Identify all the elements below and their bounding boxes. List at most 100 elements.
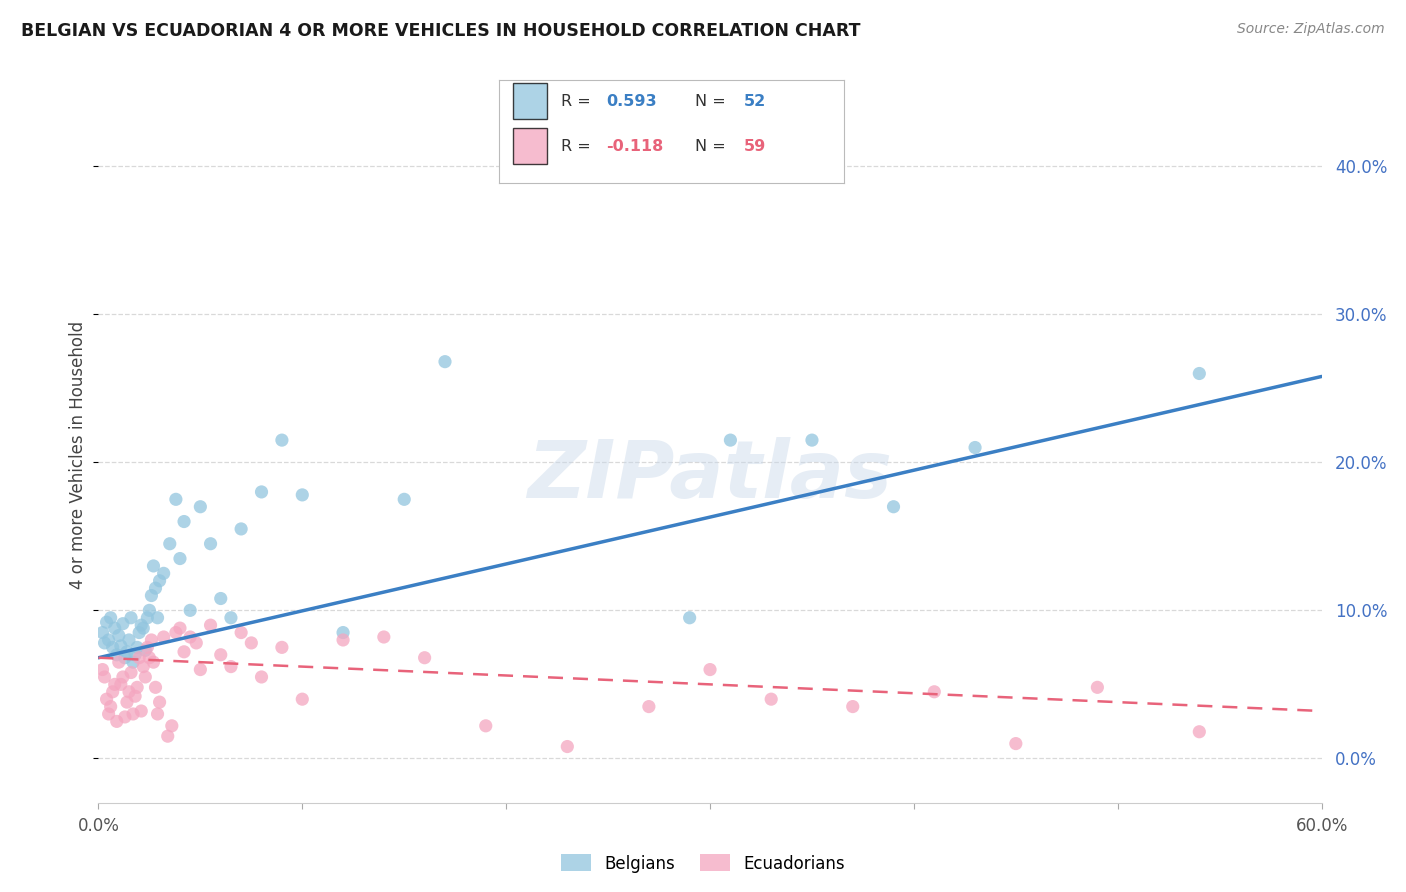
Point <box>108 655 131 669</box>
Point <box>129 704 152 718</box>
Point <box>146 706 169 721</box>
Point <box>91 663 114 677</box>
Point <box>173 645 195 659</box>
Point <box>434 354 457 368</box>
Point <box>557 739 579 754</box>
Legend: Belgians, Ecuadorians: Belgians, Ecuadorians <box>554 847 852 880</box>
Point <box>132 621 155 635</box>
Point <box>114 710 136 724</box>
Point <box>332 632 354 647</box>
Point <box>115 695 138 709</box>
Text: 59: 59 <box>744 139 766 154</box>
Point <box>134 643 156 657</box>
Point <box>156 729 179 743</box>
FancyBboxPatch shape <box>513 128 547 164</box>
Point <box>96 692 118 706</box>
Point <box>97 632 120 647</box>
Point <box>127 681 149 695</box>
Point <box>474 719 498 733</box>
Point <box>179 603 201 617</box>
Point <box>127 640 149 655</box>
Point <box>188 500 212 514</box>
Point <box>111 670 134 684</box>
Point <box>114 650 136 665</box>
Point <box>91 625 114 640</box>
Point <box>761 692 783 706</box>
Point <box>120 611 142 625</box>
Point <box>1085 681 1108 695</box>
Point <box>134 670 156 684</box>
Point <box>93 670 115 684</box>
Point <box>291 488 314 502</box>
Point <box>115 645 138 659</box>
Point <box>169 621 191 635</box>
Point <box>118 685 141 699</box>
Point <box>270 433 294 447</box>
Point <box>179 630 201 644</box>
Point <box>96 615 118 630</box>
Point <box>108 628 131 642</box>
Text: 0.593: 0.593 <box>606 94 657 109</box>
Point <box>250 670 273 684</box>
Point <box>841 699 863 714</box>
Point <box>129 618 152 632</box>
Point <box>138 603 160 617</box>
Point <box>142 655 165 669</box>
Point <box>101 685 124 699</box>
Point <box>105 714 128 729</box>
Point <box>373 630 395 644</box>
Point <box>160 719 183 733</box>
Text: ZIPatlas: ZIPatlas <box>527 437 893 515</box>
Point <box>392 492 416 507</box>
Point <box>231 522 253 536</box>
Point <box>209 648 232 662</box>
Point <box>413 650 436 665</box>
Point <box>124 690 146 704</box>
Point <box>146 611 169 625</box>
Point <box>200 618 222 632</box>
Point <box>1004 737 1026 751</box>
Point <box>165 492 187 507</box>
Text: BELGIAN VS ECUADORIAN 4 OR MORE VEHICLES IN HOUSEHOLD CORRELATION CHART: BELGIAN VS ECUADORIAN 4 OR MORE VEHICLES… <box>21 22 860 40</box>
FancyBboxPatch shape <box>513 83 547 120</box>
Point <box>1188 367 1211 381</box>
Point <box>638 699 661 714</box>
Point <box>120 665 142 680</box>
Point <box>138 650 160 665</box>
Point <box>122 655 145 669</box>
Point <box>149 695 172 709</box>
Point <box>209 591 232 606</box>
Point <box>132 659 155 673</box>
Text: R =: R = <box>561 94 596 109</box>
Text: -0.118: -0.118 <box>606 139 664 154</box>
Point <box>1188 724 1211 739</box>
Point <box>219 659 242 673</box>
Point <box>270 640 294 655</box>
Point <box>200 537 222 551</box>
Point <box>152 630 174 644</box>
Point <box>101 640 124 655</box>
Point <box>145 581 167 595</box>
Point <box>111 616 134 631</box>
Point <box>186 636 208 650</box>
Point <box>141 632 163 647</box>
Text: Source: ZipAtlas.com: Source: ZipAtlas.com <box>1237 22 1385 37</box>
Point <box>104 621 127 635</box>
Text: N =: N = <box>696 94 731 109</box>
Point <box>136 640 159 655</box>
Point <box>240 636 263 650</box>
Point <box>801 433 824 447</box>
Point <box>231 625 253 640</box>
Point <box>136 611 159 625</box>
Point <box>141 589 163 603</box>
Point <box>291 692 314 706</box>
Point <box>219 611 242 625</box>
Point <box>142 558 165 573</box>
Point <box>128 625 150 640</box>
Point <box>169 551 191 566</box>
Point <box>883 500 905 514</box>
Point <box>699 663 721 677</box>
Point <box>165 625 187 640</box>
Point <box>159 537 181 551</box>
Point <box>188 663 212 677</box>
